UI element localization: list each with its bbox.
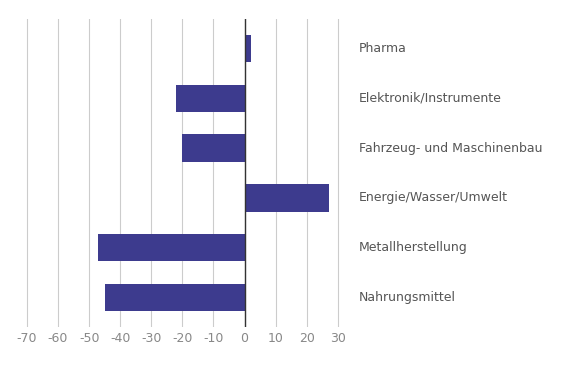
Text: Energie/Wasser/Umwelt: Energie/Wasser/Umwelt bbox=[359, 191, 508, 204]
Bar bbox=[105, 284, 245, 311]
Text: Elektronik/Instrumente: Elektronik/Instrumente bbox=[359, 92, 502, 105]
Text: Fahrzeug- und Maschinenbau: Fahrzeug- und Maschinenbau bbox=[359, 142, 543, 155]
Bar bbox=[182, 134, 245, 162]
Text: Metallherstellung: Metallherstellung bbox=[359, 241, 468, 254]
Text: Nahrungsmittel: Nahrungsmittel bbox=[359, 291, 456, 304]
Bar bbox=[99, 234, 245, 261]
Bar bbox=[245, 35, 251, 62]
Text: Pharma: Pharma bbox=[359, 42, 407, 55]
Bar bbox=[245, 184, 328, 211]
Bar bbox=[176, 85, 245, 112]
